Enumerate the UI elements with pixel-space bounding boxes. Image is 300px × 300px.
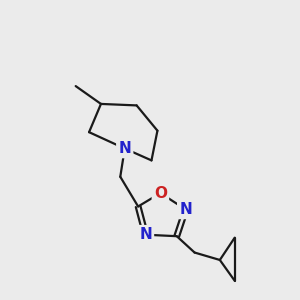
- Text: N: N: [118, 141, 131, 156]
- Text: N: N: [179, 202, 192, 217]
- Text: O: O: [154, 186, 167, 201]
- Text: N: N: [139, 227, 152, 242]
